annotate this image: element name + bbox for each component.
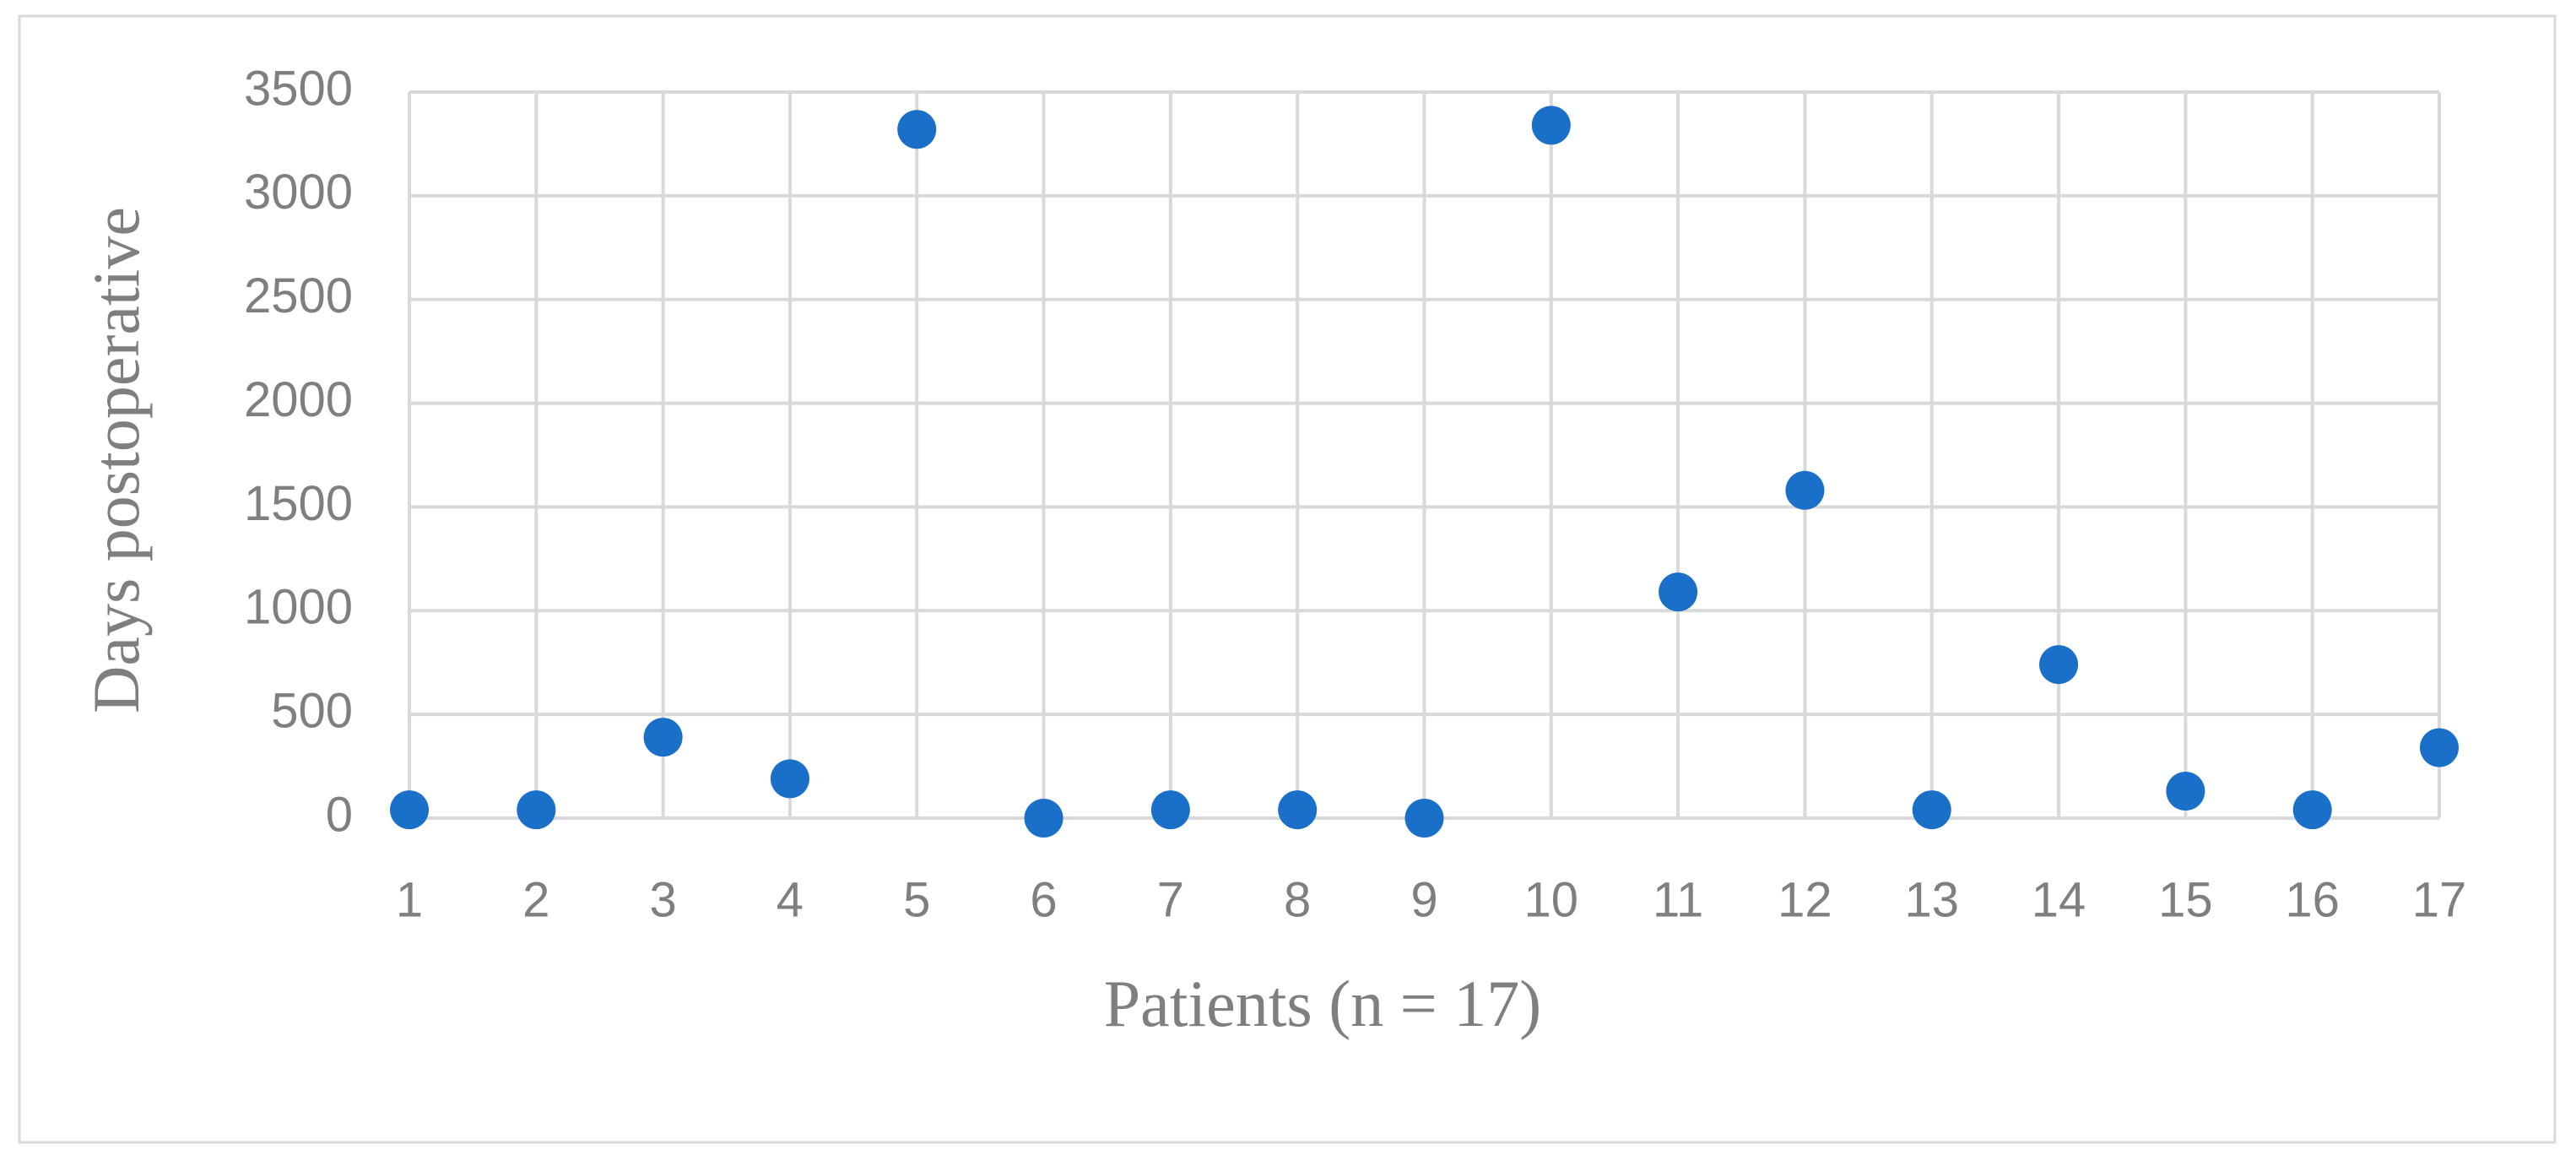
x-axis-title: Patients (n = 17) [1104,967,1541,1040]
point [2420,728,2459,767]
point [897,110,937,149]
point [1912,790,1951,830]
chart-frame [18,14,2557,1144]
y-axis-title: Days postoperative [79,207,153,713]
y-tick-label: 2500 [244,268,353,323]
x-tick-label: 7 [1157,872,1184,927]
y-tick-label: 3000 [244,165,353,220]
x-tick-label: 9 [1410,872,1437,927]
x-tick-label: 4 [777,872,804,927]
x-tick-label: 2 [522,872,549,927]
x-tick-label: 1 [396,872,423,927]
y-tick-label: 500 [271,683,353,738]
x-tick-label: 8 [1284,872,1311,927]
point [1404,799,1444,838]
x-tick-label: 10 [1524,872,1579,927]
point [643,718,683,757]
point [1278,790,1318,830]
point [1150,790,1190,830]
point [1785,470,1825,510]
x-tick-label: 15 [2158,872,2213,927]
x-tick-label: 11 [1653,872,1703,927]
point [770,759,809,799]
point [390,790,429,830]
y-tick-label: 3500 [244,61,353,116]
x-tick-label: 14 [2032,872,2086,927]
x-tick-label: 5 [903,872,930,927]
x-tick-label: 13 [1904,872,1959,927]
point [1024,799,1063,838]
point [1531,106,1571,145]
point [2039,645,2079,685]
y-tick-label: 1500 [244,476,353,531]
x-tick-label: 12 [1778,872,1832,927]
point [517,790,556,830]
x-tick-label: 6 [1030,872,1057,927]
point [2292,790,2332,830]
x-tick-label: 17 [2412,872,2467,927]
point [1659,572,1698,612]
x-tick-label: 3 [649,872,676,927]
y-tick-label: 1000 [244,580,353,635]
y-tick-label: 0 [326,787,353,842]
x-tick-label: 16 [2285,872,2340,927]
point [2166,772,2205,811]
y-tick-label: 2000 [244,372,353,427]
